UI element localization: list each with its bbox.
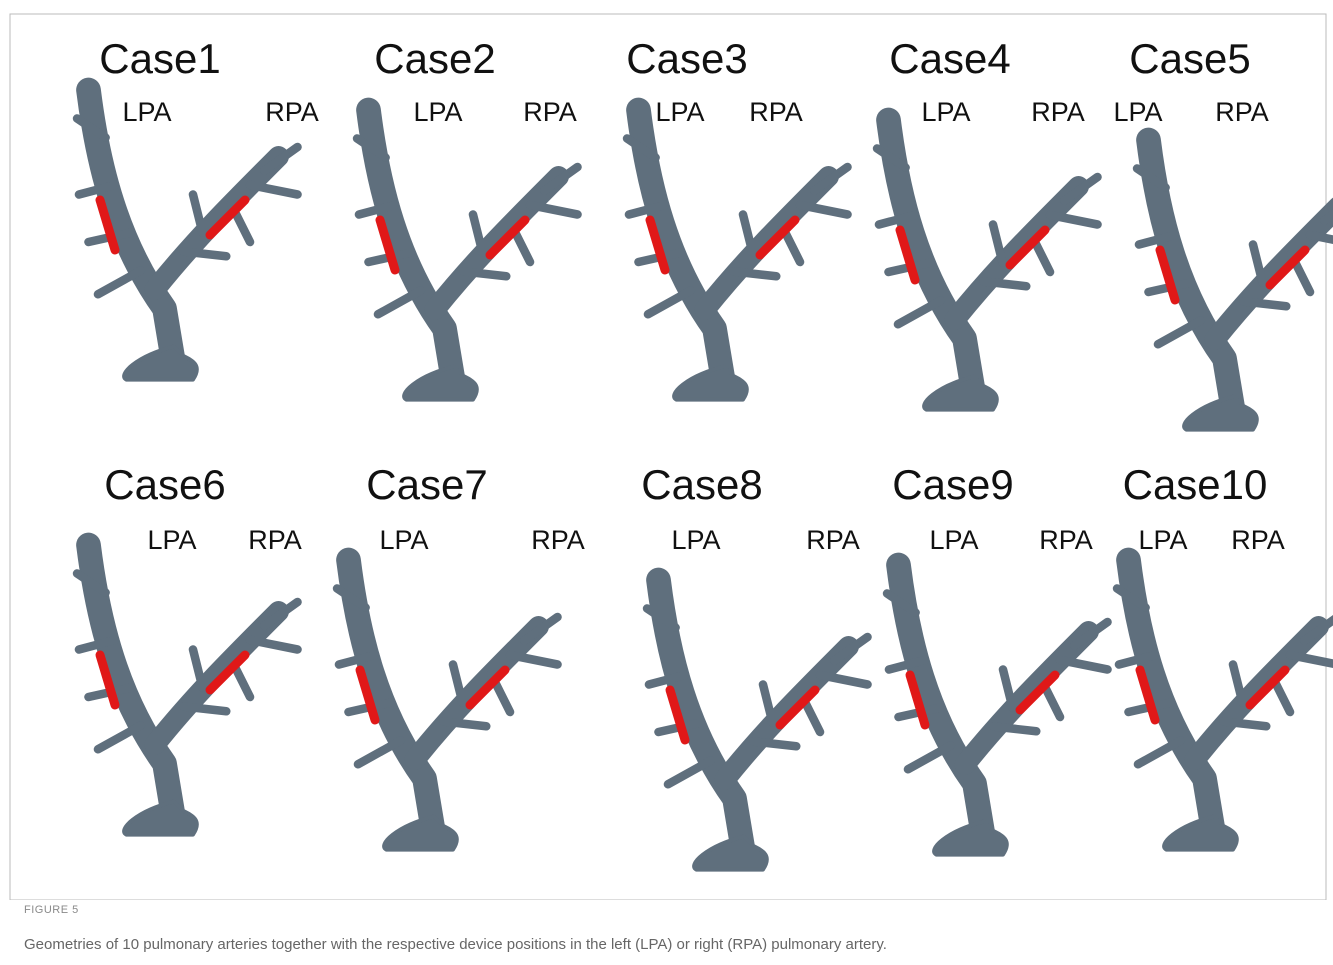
rpa-label: RPA (248, 525, 302, 555)
case-title: Case2 (374, 35, 495, 82)
case-title: Case1 (99, 35, 220, 82)
case-title: Case8 (641, 461, 762, 508)
lpa-label: LPA (929, 525, 978, 555)
case-title: Case9 (892, 461, 1013, 508)
lpa-label: LPA (413, 97, 462, 127)
lpa-label: LPA (671, 525, 720, 555)
caption: Geometries of 10 pulmonary arteries toge… (24, 936, 887, 953)
rpa-label: RPA (1039, 525, 1093, 555)
case-title: Case10 (1123, 461, 1268, 508)
frame (10, 14, 1326, 900)
case-title: Case7 (366, 461, 487, 508)
case-title: Case3 (626, 35, 747, 82)
case-title: Case6 (104, 461, 225, 508)
case-title: Case5 (1129, 35, 1250, 82)
lpa-label: LPA (655, 97, 704, 127)
lpa-label: LPA (1138, 525, 1187, 555)
figure-label: FIGURE 5 (24, 904, 79, 916)
case-title: Case4 (889, 35, 1010, 82)
lpa-label: LPA (1113, 97, 1162, 127)
rpa-label: RPA (531, 525, 585, 555)
rpa-label: RPA (265, 97, 319, 127)
rpa-label: RPA (1215, 97, 1269, 127)
rpa-label: RPA (1231, 525, 1285, 555)
rpa-label: RPA (523, 97, 577, 127)
rpa-label: RPA (749, 97, 803, 127)
lpa-label: LPA (379, 525, 428, 555)
page: Case1LPARPACase2LPARPACase3LPARPACase4LP… (0, 0, 1333, 965)
lpa-label: LPA (921, 97, 970, 127)
rpa-label: RPA (806, 525, 860, 555)
lpa-label: LPA (122, 97, 171, 127)
lpa-label: LPA (147, 525, 196, 555)
rpa-label: RPA (1031, 97, 1085, 127)
